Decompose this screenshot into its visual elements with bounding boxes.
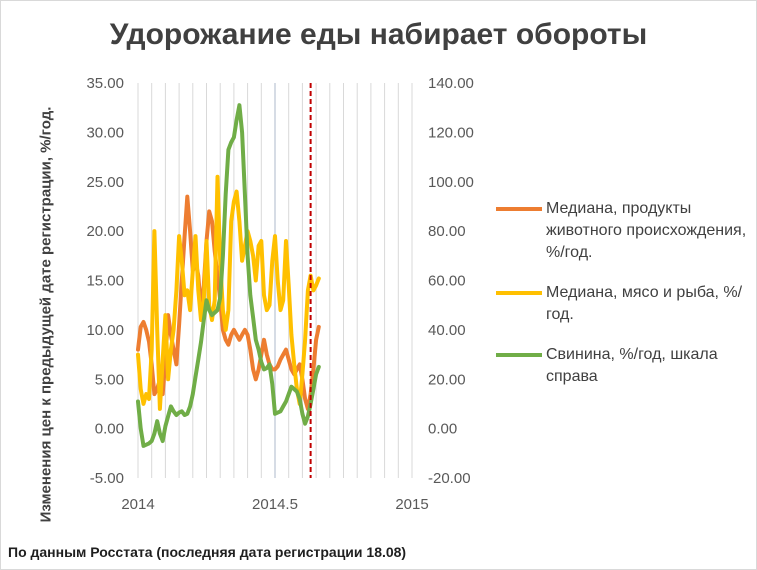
y2-tick-label: 20.00: [428, 371, 466, 388]
y-tick-label: 35.00: [86, 75, 124, 92]
series-line-1: [136, 194, 321, 411]
legend-swatch: [496, 291, 542, 295]
y2-tick-label: 60.00: [428, 273, 466, 290]
y-tick-label: 15.00: [86, 273, 124, 290]
legend-label: Медиана, продукты животного происхождени…: [546, 200, 747, 261]
source-footnote: По данным Росстата (последняя дата регис…: [8, 544, 407, 560]
legend-label: Медиана, мясо и рыба, %/год.: [546, 284, 743, 323]
y-tick-label: 30.00: [86, 124, 124, 141]
legend-item: Медиана, мясо и рыба, %/год.: [496, 282, 751, 326]
x-tick-label: 2015: [395, 496, 428, 513]
chart-legend: Медиана, продукты животного происхождени…: [496, 198, 751, 406]
legend-item: Медиана, продукты животного происхождени…: [496, 198, 751, 264]
x-tick-label: 2014: [121, 496, 154, 513]
legend-label: Свинина, %/год, шкала справа: [546, 346, 718, 385]
y-tick-label: 10.00: [86, 322, 124, 339]
y2-tick-label: 140.00: [428, 75, 474, 92]
y2-tick-label: 0.00: [428, 421, 457, 438]
x-tick-label: 2014.5: [252, 496, 298, 513]
y-tick-label: 5.00: [95, 371, 124, 388]
legend-swatch: [496, 353, 542, 357]
legend-item: Свинина, %/год, шкала справа: [496, 344, 751, 388]
y-tick-label: 20.00: [86, 223, 124, 240]
y2-tick-label: 40.00: [428, 322, 466, 339]
y-tick-label: -5.00: [90, 470, 124, 487]
y2-tick-label: -20.00: [428, 470, 471, 487]
chart-title: Удорожание еды набирает обороты: [109, 18, 648, 51]
series-line-2: [136, 174, 321, 411]
y2-tick-label: 120.00: [428, 124, 474, 141]
y-tick-label: 0.00: [95, 421, 124, 438]
y2-tick-label: 100.00: [428, 174, 474, 191]
y-tick-label: 25.00: [86, 174, 124, 191]
y2-tick-label: 80.00: [428, 223, 466, 240]
series-line-3: [136, 103, 321, 448]
legend-swatch: [496, 207, 542, 211]
